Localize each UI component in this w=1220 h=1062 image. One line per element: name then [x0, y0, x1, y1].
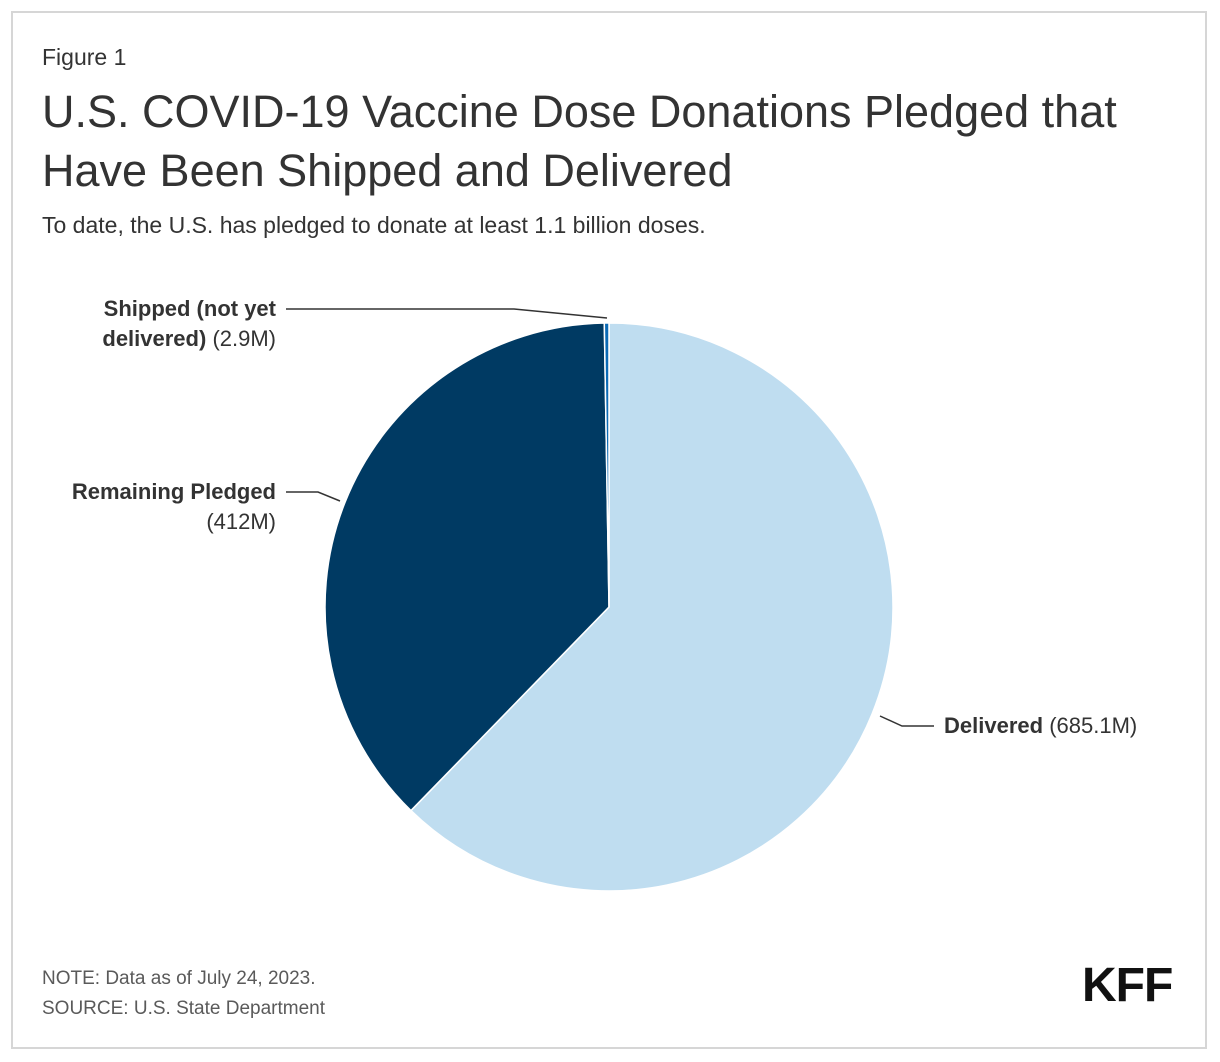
- label-remaining-value: (412M): [206, 509, 276, 534]
- label-shipped-value: (2.9M): [212, 326, 276, 351]
- figure-label: Figure 1: [42, 44, 127, 70]
- chart-subtitle: To date, the U.S. has pledged to donate …: [42, 212, 706, 238]
- pie-slice-delivered: [409, 322, 894, 892]
- label-remaining: Remaining Pledged (412M): [40, 477, 276, 537]
- label-delivered-name: Delivered: [944, 713, 1044, 738]
- source-text: SOURCE: U.S. State Department: [42, 998, 325, 1019]
- kff-logo: KFF: [1082, 959, 1173, 1012]
- footnote: NOTE: Data as of July 24, 2023. SOURCE: …: [42, 964, 325, 1024]
- figure-frame: [11, 11, 1207, 1049]
- label-delivered: Delivered (685.1M): [944, 711, 1204, 741]
- leader-line-remaining: [286, 491, 341, 502]
- label-shipped: Shipped (not yet delivered) (2.9M): [40, 294, 276, 354]
- leader-line-shipped: [286, 308, 608, 319]
- label-shipped-name: Shipped (not yet delivered): [102, 296, 276, 351]
- chart-title: U.S. COVID-19 Vaccine Dose Donations Ple…: [42, 86, 1117, 196]
- leader-line-delivered: [879, 715, 934, 727]
- label-remaining-name: Remaining Pledged: [71, 479, 276, 504]
- label-delivered-value: (685.1M): [1049, 713, 1138, 738]
- pie-slice-remaining-pledged: [324, 322, 610, 812]
- pie-slice-shipped-not-delivered: [603, 322, 610, 608]
- note-text: NOTE: Data as of July 24, 2023.: [42, 968, 316, 989]
